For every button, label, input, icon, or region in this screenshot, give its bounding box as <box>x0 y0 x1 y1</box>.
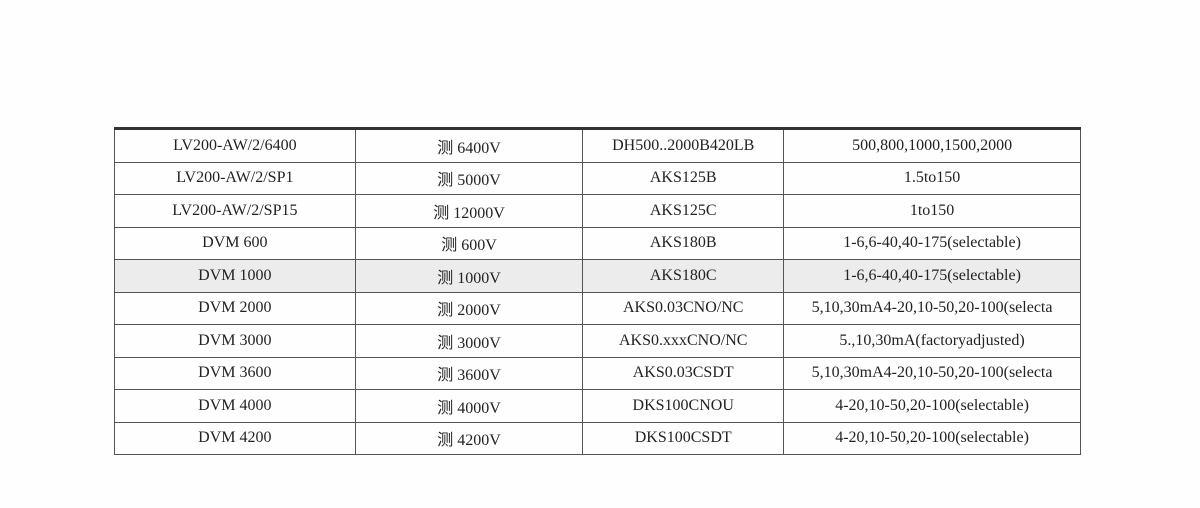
table-cell: DVM 4000 <box>114 389 356 423</box>
table-cell: LV200-AW/2/6400 <box>114 128 356 163</box>
table-cell: DKS100CNOU <box>582 389 785 423</box>
table-cell: DVM 3000 <box>114 324 356 358</box>
table-cell: AKS125B <box>582 161 785 195</box>
table-cell: AKS180B <box>582 226 785 260</box>
table-cell: 测 2000V <box>354 291 584 325</box>
table-row: DVM 3600 测 3600V AKS0.03CSDT 5,10,30mA4-20,… <box>114 356 1081 390</box>
table-cell: DVM 2000 <box>114 291 356 325</box>
table-cell: 测 3000V <box>354 324 584 358</box>
table-cell: 500,800,1000,1500,2000 <box>783 128 1081 163</box>
table-row: DVM 2000 测 2000V AKS0.03CNO/NC 5,10,30mA4-2… <box>114 291 1081 325</box>
table-row: DVM 4000 测 4000V DKS100CNOU 4-20,10-50,20-1… <box>114 389 1081 423</box>
table-row: LV200-AW/2/6400 测 6400V DH500..2000B420LB 5… <box>114 128 1081 163</box>
table-cell: 测 600V <box>354 226 584 260</box>
table-cell: DKS100CSDT <box>582 421 785 455</box>
table-cell: 测 4000V <box>354 389 584 423</box>
table-cell: 测 3600V <box>354 356 584 390</box>
table-row: LV200-AW/2/SP15 测 12000V AKS125C 1to150 <box>114 194 1081 228</box>
table-row: DVM 3000 测 3000V AKS0.xxxCNO/NC 5.,10,30mA(… <box>114 324 1081 358</box>
table-cell: DH500..2000B420LB <box>582 128 785 163</box>
table-cell: AKS125C <box>582 194 785 228</box>
table-cell: 4-20,10-50,20-100(selectable) <box>783 389 1081 423</box>
table-cell: 1to150 <box>783 194 1081 228</box>
spec-table: LV200-AW/2/6400 测 6400V DH500..2000B420LB 5… <box>114 127 1081 455</box>
table-row: DVM 1000 测 1000V AKS180C 1-6,6-40,40-175(se… <box>114 259 1081 293</box>
table-cell: 测 12000V <box>354 194 584 228</box>
table-cell: 4-20,10-50,20-100(selectable) <box>783 421 1081 455</box>
table-cell: 1.5to150 <box>783 161 1081 195</box>
table-cell: 5.,10,30mA(factoryadjusted) <box>783 324 1081 358</box>
table-row: DVM 4200 测 4200V DKS100CSDT 4-20,10-50,20-1… <box>114 421 1081 455</box>
table-cell: 5,10,30mA4-20,10-50,20-100(selecta <box>783 356 1081 390</box>
table-row: DVM 600 测 600V AKS180B 1-6,6-40,40-175(sele… <box>114 226 1081 260</box>
table-cell: LV200-AW/2/SP1 <box>114 161 356 195</box>
table-cell: AKS180C <box>582 259 785 293</box>
table-cell: DVM 1000 <box>114 259 356 293</box>
table-cell: DVM 600 <box>114 226 356 260</box>
table-cell: 1-6,6-40,40-175(selectable) <box>783 259 1081 293</box>
table-cell: 测 5000V <box>354 161 584 195</box>
table-cell: LV200-AW/2/SP15 <box>114 194 356 228</box>
table-cell: 测 4200V <box>354 421 584 455</box>
table-cell: AKS0.03CSDT <box>582 356 785 390</box>
table-row: LV200-AW/2/SP1 测 5000V AKS125B 1.5to150 <box>114 161 1081 195</box>
table-cell: DVM 3600 <box>114 356 356 390</box>
table-cell: AKS0.xxxCNO/NC <box>582 324 785 358</box>
table-cell: 5,10,30mA4-20,10-50,20-100(selecta <box>783 291 1081 325</box>
table-cell: 1-6,6-40,40-175(selectable) <box>783 226 1081 260</box>
table-cell: 测 6400V <box>354 128 584 163</box>
table-cell: 测 1000V <box>354 259 584 293</box>
table-cell: AKS0.03CNO/NC <box>582 291 785 325</box>
table-cell: DVM 4200 <box>114 421 356 455</box>
